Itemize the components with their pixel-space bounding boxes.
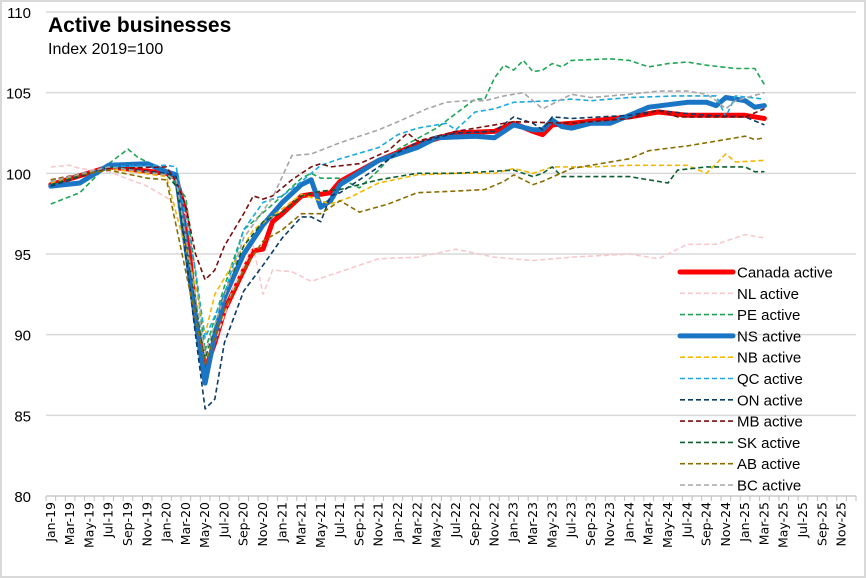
- x-tick-label: Jan-24: [621, 502, 636, 543]
- legend-label: QC active: [737, 371, 803, 388]
- x-tick-label: Jan-22: [390, 502, 405, 543]
- series-line-pe: [50, 57, 766, 352]
- chart-title: Active businesses: [48, 14, 232, 37]
- x-tick-label: Jul-20: [216, 502, 231, 539]
- x-tick-label: Mar-20: [178, 502, 193, 545]
- series-line-nb: [50, 153, 765, 336]
- x-tick-label: Jan-23: [506, 502, 521, 543]
- x-tick-label: Mar-19: [62, 502, 77, 545]
- x-tick-label: Jan-21: [274, 502, 289, 543]
- legend-label: BC active: [737, 478, 801, 495]
- series-line-sk: [50, 166, 765, 360]
- x-tick-label: Sep-21: [351, 502, 366, 546]
- legend-label: NL active: [737, 286, 799, 303]
- x-tick-label: Mar-24: [641, 502, 656, 545]
- y-tick-label: 80: [14, 489, 31, 506]
- y-tick-label: 90: [14, 328, 31, 345]
- x-tick-label: Jul-22: [448, 502, 463, 539]
- x-tick-label: Mar-25: [756, 502, 771, 545]
- y-tick-label: 95: [14, 247, 31, 264]
- x-tick-label: Nov-21: [371, 502, 386, 546]
- series-line-nl: [50, 164, 765, 360]
- legend-label: MB active: [737, 414, 803, 431]
- x-tick-label: May-22: [429, 502, 444, 548]
- x-tick-label: May-19: [81, 502, 96, 548]
- series-line-bc: [50, 90, 765, 355]
- y-tick-label: 85: [14, 408, 31, 425]
- x-tick-label: Jan-19: [43, 502, 58, 543]
- series-line-on: [50, 109, 765, 410]
- y-tick-label: 110: [7, 5, 31, 22]
- x-tick-label: Jul-19: [101, 502, 116, 539]
- series-line-mb: [50, 108, 765, 281]
- x-tick-label: May-21: [313, 502, 328, 548]
- x-tick-label: Sep-20: [236, 502, 251, 546]
- x-tick-label: May-23: [544, 502, 559, 548]
- x-tick-label: Nov-22: [486, 502, 501, 546]
- x-tick-label: May-24: [660, 502, 675, 548]
- x-tick-label: Sep-19: [120, 502, 135, 546]
- x-tick-label: Jan-20: [159, 502, 174, 543]
- legend-label: SK active: [737, 435, 800, 452]
- x-tick-label: Jan-25: [737, 502, 752, 543]
- x-tick-label: Mar-23: [525, 502, 540, 545]
- y-tick-label: 105: [6, 86, 31, 103]
- x-tick-label: Nov-23: [602, 502, 617, 546]
- legend-label: AB active: [737, 456, 800, 473]
- x-tick-label: Sep-25: [814, 502, 829, 546]
- x-tick-label: Mar-21: [294, 502, 309, 545]
- legend-label: NB active: [737, 350, 801, 367]
- legend-label: ON active: [737, 392, 803, 409]
- series-line-ns: [48, 95, 767, 386]
- legend-label: NS active: [737, 328, 801, 345]
- x-tick-label: Sep-22: [467, 502, 482, 546]
- x-tick-label: May-25: [776, 502, 791, 548]
- x-tick-label: Jul-25: [795, 502, 810, 539]
- x-tick-label: Sep-24: [699, 502, 714, 546]
- legend-label: PE active: [737, 307, 800, 324]
- x-tick-label: Mar-22: [409, 502, 424, 545]
- x-tick-label: Sep-23: [583, 502, 598, 546]
- y-tick-label: 100: [6, 166, 31, 183]
- x-tick-label: Nov-20: [255, 502, 270, 547]
- x-tick-label: Jul-21: [332, 502, 347, 539]
- legend-label: Canada active: [737, 265, 833, 282]
- x-tick-label: Nov-25: [834, 502, 849, 546]
- x-tick-label: Jul-24: [679, 502, 694, 539]
- x-tick-label: Nov-24: [718, 502, 733, 547]
- chart-subtitle: Index 2019=100: [48, 41, 164, 58]
- x-tick-label: Jul-23: [564, 502, 579, 539]
- x-tick-label: Nov-19: [139, 502, 154, 547]
- x-tick-label: May-20: [197, 502, 212, 548]
- series-line-qc: [50, 95, 765, 339]
